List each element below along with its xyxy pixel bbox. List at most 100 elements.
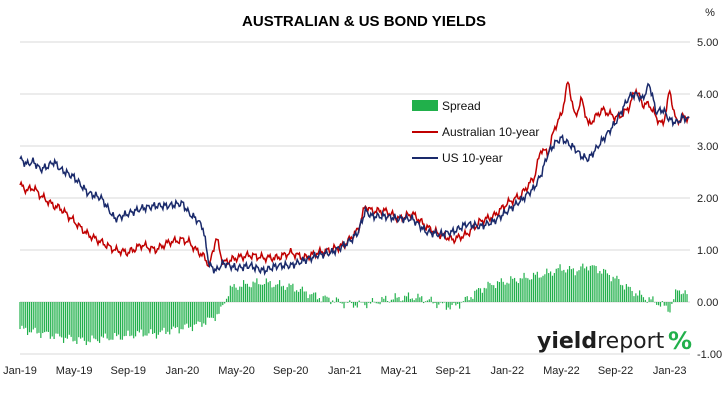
spread-bar [610, 281, 612, 302]
spread-bar [549, 271, 552, 302]
spread-bar [513, 277, 516, 302]
spread-bar [51, 302, 53, 337]
spread-bar [301, 286, 303, 302]
spread-bar [78, 302, 80, 338]
spread-bar [42, 302, 44, 334]
spread-bar [36, 302, 38, 334]
spread-bar [411, 298, 413, 302]
us-10-year-line [19, 82, 690, 277]
spread-bar [146, 302, 148, 336]
spread-bar [597, 273, 599, 302]
spread-bar [608, 274, 610, 302]
spread-bar [517, 283, 519, 302]
spread-bar [243, 280, 245, 302]
spread-bar [273, 286, 275, 302]
spread-bar [85, 302, 87, 346]
spread-bar [261, 284, 264, 302]
spread-bar [244, 283, 247, 302]
spread-bar [561, 270, 563, 302]
spread-bar [464, 296, 466, 302]
spread-bar [280, 286, 283, 302]
spread-bar [373, 301, 375, 303]
spread-bar [229, 285, 231, 302]
spread-bar [493, 285, 495, 302]
yield-lines [19, 80, 690, 277]
spread-bar [368, 302, 370, 303]
spread-bar [61, 302, 63, 338]
spread-bar [265, 278, 267, 302]
spread-bar [671, 302, 673, 304]
spread-bar [440, 302, 442, 303]
spread-bar [385, 295, 387, 302]
spread-bar [529, 279, 531, 302]
spread-bar [163, 302, 165, 328]
spread-bar [676, 290, 679, 302]
spread-bar [599, 270, 601, 302]
spread-bar [523, 272, 525, 302]
spread-bar [332, 300, 334, 302]
spread-bar [637, 295, 639, 302]
spread-bar [59, 302, 61, 337]
spread-bar [405, 296, 408, 302]
spread-bar [116, 302, 118, 337]
spread-bar [267, 282, 269, 302]
spread-bar [108, 302, 110, 341]
spread-bar [269, 281, 271, 302]
spread-bar [684, 290, 686, 302]
spread-bar [449, 302, 451, 310]
spread-bar [585, 266, 588, 302]
spread-bar [100, 302, 103, 337]
spread-bar [574, 275, 576, 302]
spread-bar [212, 302, 214, 319]
spread-bar [117, 302, 120, 335]
spread-bar [23, 302, 25, 329]
spread-bar [402, 300, 404, 302]
spread-bar [538, 277, 540, 302]
spread-bar [366, 302, 368, 309]
spread-bar [112, 302, 114, 340]
spread-bar [466, 296, 468, 302]
spread-bar [407, 292, 410, 302]
spread-bar [93, 302, 95, 339]
spread-bar [286, 287, 288, 302]
spread-bar [392, 299, 394, 302]
spread-bar [432, 302, 434, 304]
spread-bar [254, 282, 256, 302]
spread-bar [589, 265, 591, 302]
spread-bar [358, 300, 360, 302]
spread-bar [19, 302, 21, 330]
spread-bar [441, 302, 444, 304]
spread-bar [134, 302, 137, 337]
spread-bar [673, 299, 675, 302]
spread-bar [303, 291, 305, 302]
spread-bar [468, 300, 470, 302]
spread-bar [360, 302, 362, 303]
spread-bar [114, 302, 116, 334]
spread-bar [102, 302, 104, 338]
spread-bar [400, 301, 402, 302]
spread-bar [167, 302, 169, 332]
legend-label: US 10-year [442, 151, 503, 165]
spread-bar [383, 298, 385, 302]
spread-bar [161, 302, 163, 331]
spread-bar [125, 302, 127, 336]
spread-bar [375, 302, 377, 304]
spread-bar [195, 302, 197, 325]
spread-bar [216, 302, 218, 315]
spread-bar [428, 299, 430, 302]
spread-bar [62, 302, 65, 343]
spread-bar [369, 302, 372, 304]
spread-bar [74, 302, 76, 341]
spread-bar [305, 291, 307, 302]
spread-bar [28, 302, 31, 333]
spread-bar [119, 302, 122, 340]
spread-bar [640, 294, 643, 302]
spread-bar [252, 281, 254, 302]
y-unit-label: % [705, 7, 715, 19]
spread-bar [623, 289, 626, 302]
spread-bar [320, 301, 322, 303]
spread-bar [256, 278, 258, 302]
spread-bar [661, 301, 663, 302]
spread-bar [148, 302, 150, 334]
spread-bar [612, 276, 614, 302]
